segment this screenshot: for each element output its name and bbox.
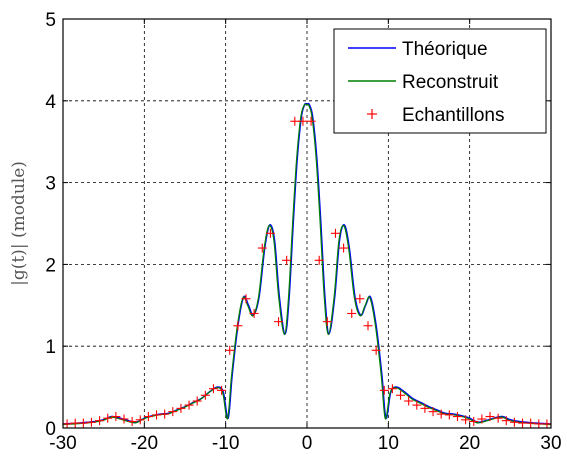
sample-marker [257, 243, 267, 253]
sample-marker [339, 243, 349, 253]
legend-label: Reconstruit [402, 72, 499, 93]
sample-marker [322, 317, 332, 327]
y-tick-label: 5 [45, 10, 56, 31]
sample-marker [509, 417, 519, 427]
sample-marker [412, 400, 422, 410]
sample-marker [70, 418, 80, 428]
sample-marker [306, 116, 316, 126]
sample-marker [135, 415, 145, 425]
ticks [62, 18, 552, 429]
x-tick-label: 0 [302, 433, 313, 454]
sample-marker [461, 415, 471, 425]
sample-marker [436, 409, 446, 419]
sample-marker [192, 396, 202, 406]
legend-swatch [367, 109, 377, 119]
sample-marker [241, 294, 251, 304]
sample-marker [371, 345, 381, 355]
sample-marker [387, 384, 397, 394]
x-tick-label: 10 [378, 433, 399, 454]
y-tick-label: 0 [45, 419, 56, 440]
sample-marker [501, 416, 511, 426]
sample-marker [477, 414, 487, 424]
sample-marker [542, 419, 552, 429]
sample-marker [452, 412, 462, 422]
sample-marker [168, 407, 178, 417]
y-tick-label: 4 [45, 92, 56, 113]
sample-marker [428, 407, 438, 417]
sample-marker [526, 418, 536, 428]
sample-marker [127, 416, 137, 426]
x-tick-labels: -30 -20 -10 0 10 20 30 [49, 433, 561, 454]
sample-marker [217, 385, 227, 395]
sample-marker [534, 419, 544, 429]
sample-marker [469, 416, 479, 426]
y-axis-label: |g(t)| (module) [9, 161, 29, 286]
sample-marker [274, 317, 284, 327]
sample-marker [282, 255, 292, 265]
x-tick-label: 20 [459, 433, 480, 454]
sample-marker [485, 412, 495, 422]
sample-marker [265, 228, 275, 238]
sample-marker [225, 345, 235, 355]
samples [62, 116, 552, 429]
sample-marker [249, 308, 259, 318]
sample-marker [176, 403, 186, 413]
sample-marker [518, 418, 528, 428]
sample-marker [111, 412, 121, 422]
sample-marker [200, 390, 210, 400]
sample-marker [95, 416, 105, 426]
legend: Théorique Reconstruit Echantillons [333, 28, 547, 134]
sample-marker [330, 228, 340, 238]
x-tick-label: -30 [49, 433, 76, 454]
sample-marker [347, 308, 357, 318]
y-tick-label: 1 [45, 337, 56, 358]
sample-marker [233, 321, 243, 331]
sample-marker [379, 385, 389, 395]
x-tick-label: -20 [131, 433, 158, 454]
sample-marker [62, 419, 72, 429]
x-tick-label: -10 [212, 433, 239, 454]
sample-marker [152, 410, 162, 420]
curves [62, 102, 552, 426]
sample-marker [396, 390, 406, 400]
series-reconstruit-line [62, 103, 551, 426]
sample-marker [143, 412, 153, 422]
legend-label: Echantillons [402, 105, 504, 126]
x-tick-label: 30 [540, 433, 561, 454]
sample-marker [208, 384, 218, 394]
y-tick-labels: 0 1 2 3 4 5 [45, 10, 56, 440]
sample-marker [103, 413, 113, 423]
sample-marker [86, 417, 96, 427]
y-tick-label: 2 [45, 255, 56, 276]
sample-marker [314, 255, 324, 265]
sample-marker [363, 321, 373, 331]
sample-marker [184, 400, 194, 410]
y-tick-label: 3 [45, 174, 56, 195]
sample-marker [78, 418, 88, 428]
sample-marker [298, 116, 308, 126]
legend-label: Théorique [402, 39, 488, 60]
sample-marker [355, 294, 365, 304]
sample-marker [444, 410, 454, 420]
sample-marker [420, 403, 430, 413]
sample-marker [290, 116, 300, 126]
sample-marker [119, 414, 129, 424]
sample-marker [493, 413, 503, 423]
sample-marker [160, 409, 170, 419]
sample-marker [404, 396, 414, 406]
